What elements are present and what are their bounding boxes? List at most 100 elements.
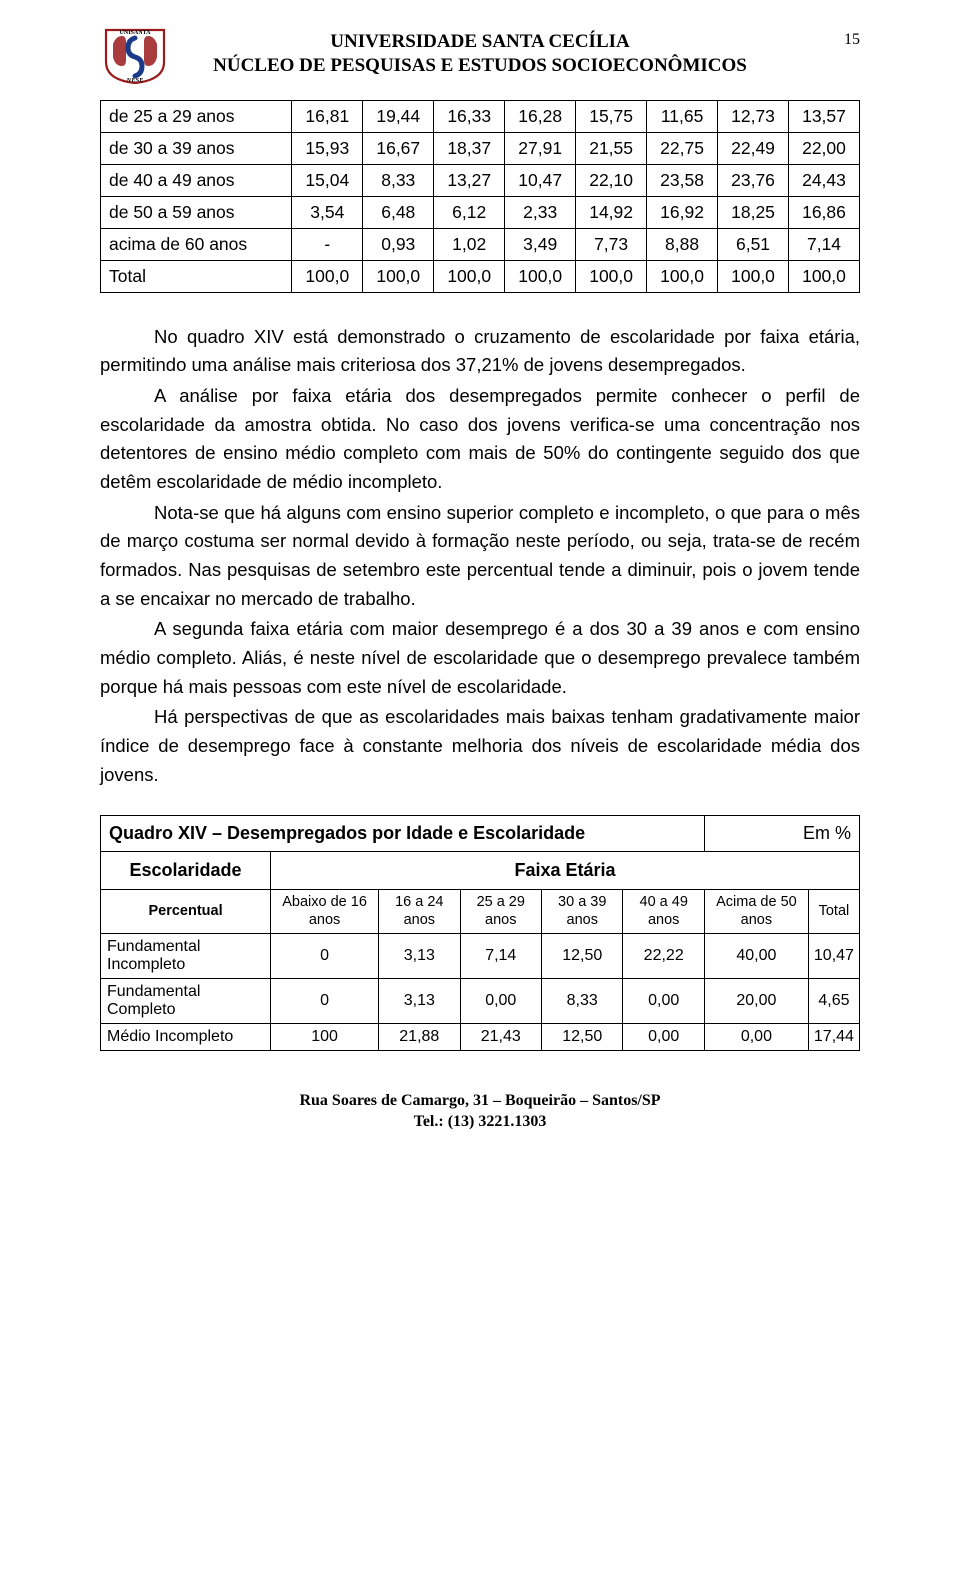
- cell: 6,51: [718, 228, 789, 260]
- cell: 23,76: [718, 164, 789, 196]
- quadro-title-row: Quadro XIV – Desempregados por Idade e E…: [101, 816, 860, 852]
- quadro-xiv-table: Quadro XIV – Desempregados por Idade e E…: [100, 815, 860, 1051]
- cell: 40,00: [704, 934, 808, 979]
- cell: 16,67: [363, 132, 434, 164]
- cell: 0,00: [460, 979, 541, 1024]
- cell: 12,73: [718, 100, 789, 132]
- cell: 16,86: [789, 196, 860, 228]
- cell: 18,25: [718, 196, 789, 228]
- table-row: de 25 a 29 anos16,8119,4416,3316,2815,75…: [101, 100, 860, 132]
- logo-shield: UNISANTA NESE: [100, 26, 170, 84]
- row-label: de 25 a 29 anos: [101, 100, 292, 132]
- cell: 0,00: [623, 979, 704, 1024]
- cell: 3,13: [379, 979, 460, 1024]
- cell: 27,91: [505, 132, 576, 164]
- cell: 8,33: [542, 979, 623, 1024]
- cell: 13,27: [434, 164, 505, 196]
- cell: 100,0: [789, 260, 860, 292]
- cell: 11,65: [647, 100, 718, 132]
- quadro-col-escolaridade: Escolaridade: [101, 852, 271, 890]
- table-row: Total100,0100,0100,0100,0100,0100,0100,0…: [101, 260, 860, 292]
- paragraph: A segunda faixa etária com maior desempr…: [100, 615, 860, 701]
- table-row: de 30 a 39 anos15,9316,6718,3727,9121,55…: [101, 132, 860, 164]
- cell: 22,75: [647, 132, 718, 164]
- cell: 24,43: [789, 164, 860, 196]
- table-row: de 40 a 49 anos15,048,3313,2710,4722,102…: [101, 164, 860, 196]
- body-text: No quadro XIV está demonstrado o cruzame…: [100, 323, 860, 790]
- quadro-unit: Em %: [704, 816, 859, 852]
- cell: 16,92: [647, 196, 718, 228]
- cell: 7,73: [576, 228, 647, 260]
- table-row: Médio Incompleto10021,8821,4312,500,000,…: [101, 1024, 860, 1051]
- cell: 12,50: [542, 1024, 623, 1051]
- cell: 22,10: [576, 164, 647, 196]
- cell: 3,49: [505, 228, 576, 260]
- header-line2: NÚCLEO DE PESQUISAS E ESTUDOS SOCIOECONÔ…: [100, 54, 860, 78]
- cell: 13,57: [789, 100, 860, 132]
- paragraph: Há perspectivas de que as escolaridades …: [100, 703, 860, 789]
- cell: 22,00: [789, 132, 860, 164]
- cell: 21,43: [460, 1024, 541, 1051]
- cell: 20,00: [704, 979, 808, 1024]
- cell: 100,0: [434, 260, 505, 292]
- cell: 2,33: [505, 196, 576, 228]
- table-row: Fundamental Completo03,130,008,330,0020,…: [101, 979, 860, 1024]
- cell: 6,48: [363, 196, 434, 228]
- cell: 10,47: [505, 164, 576, 196]
- cell: 15,04: [292, 164, 363, 196]
- cell: 7,14: [789, 228, 860, 260]
- row-label: de 30 a 39 anos: [101, 132, 292, 164]
- paragraph: No quadro XIV está demonstrado o cruzame…: [100, 323, 860, 380]
- table-row: acima de 60 anos-0,931,023,497,738,886,5…: [101, 228, 860, 260]
- cell: 1,02: [434, 228, 505, 260]
- cell: 6,12: [434, 196, 505, 228]
- cell: 22,49: [718, 132, 789, 164]
- cell: 21,55: [576, 132, 647, 164]
- footer-line2: Tel.: (13) 3221.1303: [100, 1112, 860, 1133]
- cell: 3,13: [379, 934, 460, 979]
- row-label: de 50 a 59 anos: [101, 196, 292, 228]
- page-number: 15: [844, 30, 860, 50]
- quadro-title: Quadro XIV – Desempregados por Idade e E…: [101, 816, 705, 852]
- row-label: Fundamental Incompleto: [101, 934, 271, 979]
- cell: 16,28: [505, 100, 576, 132]
- page: UNISANTA NESE UNIVERSIDADE SANTA CECÍLIA…: [0, 0, 960, 1153]
- quadro-col-faixa: Faixa Etária: [271, 852, 860, 890]
- quadro-group-row: Escolaridade Faixa Etária: [101, 852, 860, 890]
- cell: 14,92: [576, 196, 647, 228]
- row-label: Total: [101, 260, 292, 292]
- table-age-distribution: de 25 a 29 anos16,8119,4416,3316,2815,75…: [100, 100, 860, 293]
- quadro-sub-col-6: Total: [808, 890, 859, 934]
- quadro-sub-col-3: 30 a 39 anos: [542, 890, 623, 934]
- cell: 100,0: [363, 260, 434, 292]
- row-label: acima de 60 anos: [101, 228, 292, 260]
- cell: 0,00: [704, 1024, 808, 1051]
- quadro-sub-percentual: Percentual: [101, 890, 271, 934]
- cell: 10,47: [808, 934, 859, 979]
- cell: 21,88: [379, 1024, 460, 1051]
- header-line1: UNIVERSIDADE SANTA CECÍLIA: [100, 30, 860, 54]
- row-label: Médio Incompleto: [101, 1024, 271, 1051]
- cell: -: [292, 228, 363, 260]
- cell: 22,22: [623, 934, 704, 979]
- cell: 0,00: [623, 1024, 704, 1051]
- cell: 0,93: [363, 228, 434, 260]
- cell: 19,44: [363, 100, 434, 132]
- cell: 100,0: [576, 260, 647, 292]
- cell: 4,65: [808, 979, 859, 1024]
- quadro-sub-col-1: 16 a 24 anos: [379, 890, 460, 934]
- cell: 100,0: [718, 260, 789, 292]
- cell: 7,14: [460, 934, 541, 979]
- cell: 100,0: [647, 260, 718, 292]
- cell: 100,0: [505, 260, 576, 292]
- cell: 23,58: [647, 164, 718, 196]
- quadro-body: Fundamental Incompleto03,137,1412,5022,2…: [101, 934, 860, 1051]
- cell: 8,33: [363, 164, 434, 196]
- table-row: de 50 a 59 anos3,546,486,122,3314,9216,9…: [101, 196, 860, 228]
- cell: 8,88: [647, 228, 718, 260]
- paragraph: A análise por faixa etária dos desempreg…: [100, 382, 860, 497]
- row-label: Fundamental Completo: [101, 979, 271, 1024]
- quadro-subheader-row: Percentual Abaixo de 16 anos 16 a 24 ano…: [101, 890, 860, 934]
- cell: 12,50: [542, 934, 623, 979]
- cell: 16,81: [292, 100, 363, 132]
